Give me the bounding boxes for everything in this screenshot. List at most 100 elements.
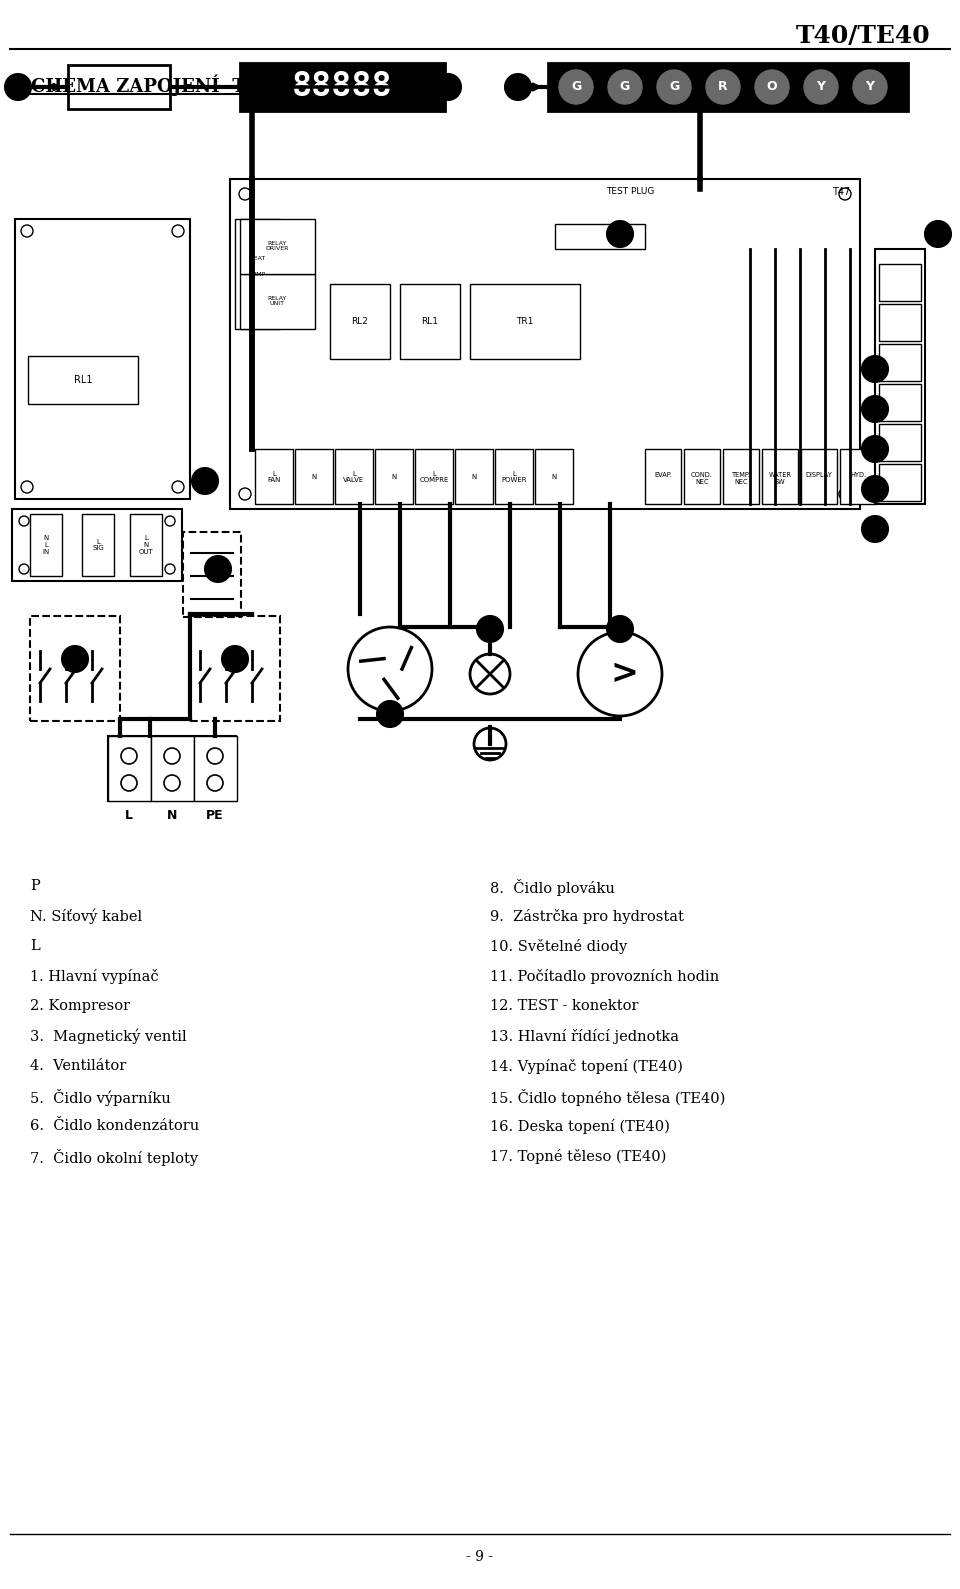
Bar	[555, 224, 645, 249]
Text: N: N	[471, 474, 476, 480]
Bar	[108, 736, 236, 801]
Bar	[723, 450, 759, 504]
Text: L: L	[30, 939, 39, 953]
Circle shape	[5, 75, 31, 100]
Circle shape	[755, 70, 789, 103]
Bar	[130, 513, 162, 575]
Text: PE: PE	[206, 809, 224, 822]
Text: 16: 16	[198, 477, 212, 486]
Bar	[190, 617, 280, 721]
Circle shape	[853, 70, 887, 103]
Text: 4.  Ventilátor: 4. Ventilátor	[30, 1058, 127, 1073]
Text: TEST PLUG: TEST PLUG	[606, 188, 654, 195]
Circle shape	[477, 617, 503, 642]
Text: 10. Světelné diody: 10. Světelné diody	[490, 939, 627, 953]
Text: G: G	[669, 81, 679, 94]
Bar	[82, 513, 114, 575]
Text: 1. Hlavní vypínač: 1. Hlavní vypínač	[30, 969, 158, 984]
Bar	[235, 219, 280, 329]
Text: L
POWER: L POWER	[501, 470, 527, 483]
Circle shape	[505, 75, 531, 100]
Bar	[183, 532, 241, 617]
Bar	[194, 736, 237, 801]
Text: L
SIG: L SIG	[92, 539, 104, 551]
Text: 3: 3	[487, 624, 493, 634]
Text: 10: 10	[511, 83, 525, 92]
Bar	[28, 356, 138, 404]
Circle shape	[862, 477, 888, 502]
Text: RELAY
UNIT: RELAY UNIT	[267, 296, 287, 307]
Text: HEAT: HEAT	[249, 256, 265, 262]
Bar	[535, 450, 573, 504]
Bar	[879, 424, 921, 461]
Text: 15: 15	[11, 83, 25, 92]
Bar	[879, 303, 921, 342]
Circle shape	[608, 70, 642, 103]
Bar	[30, 617, 120, 721]
Text: 11: 11	[441, 83, 455, 92]
Text: N: N	[551, 474, 557, 480]
Text: N: N	[311, 474, 317, 480]
Text: >: >	[610, 658, 638, 691]
Bar	[295, 450, 333, 504]
Bar	[684, 450, 720, 504]
Circle shape	[559, 70, 593, 103]
Text: 6.  Čidlo kondenzátoru: 6. Čidlo kondenzátoru	[30, 1119, 200, 1133]
Bar	[645, 450, 681, 504]
Bar	[68, 65, 170, 110]
Text: 2: 2	[616, 624, 624, 634]
Text: 17. Topné těleso (TE40): 17. Topné těleso (TE40)	[490, 1149, 666, 1165]
Text: L: L	[125, 809, 133, 822]
Text: 12. TEST - konektor: 12. TEST - konektor	[490, 999, 638, 1014]
Text: Y: Y	[817, 81, 826, 94]
Circle shape	[205, 556, 231, 582]
Bar	[548, 64, 908, 111]
Text: G: G	[620, 81, 630, 94]
Circle shape	[607, 221, 633, 246]
Circle shape	[62, 647, 88, 672]
Bar	[801, 450, 837, 504]
Bar	[108, 736, 151, 801]
Text: 14: 14	[68, 655, 83, 664]
Bar	[240, 64, 445, 111]
Text: T40/TE40: T40/TE40	[796, 24, 930, 48]
Circle shape	[435, 75, 461, 100]
Bar	[400, 284, 460, 359]
Circle shape	[607, 617, 633, 642]
Text: G: G	[571, 81, 581, 94]
Bar	[330, 284, 390, 359]
Bar	[15, 219, 190, 499]
Text: 1: 1	[231, 655, 239, 664]
Text: PUMP: PUMP	[249, 272, 266, 276]
Text: N: N	[392, 474, 396, 480]
Text: N: N	[167, 809, 178, 822]
Text: 3.  Magnetický ventil: 3. Magnetický ventil	[30, 1030, 186, 1044]
Text: TR1: TR1	[516, 316, 534, 326]
Bar	[240, 219, 315, 273]
Bar	[762, 450, 798, 504]
Text: N. Síťový kabel: N. Síťový kabel	[30, 909, 142, 925]
Text: HYD.: HYD.	[850, 472, 866, 478]
Circle shape	[862, 356, 888, 381]
Bar	[375, 450, 413, 504]
Text: WATER
SW: WATER SW	[769, 472, 791, 485]
Text: 9: 9	[872, 364, 878, 373]
Circle shape	[862, 435, 888, 462]
Text: L
N
OUT: L N OUT	[138, 535, 154, 555]
Bar	[495, 450, 533, 504]
Bar	[470, 284, 580, 359]
Circle shape	[222, 647, 248, 672]
Text: 12: 12	[612, 229, 627, 238]
Text: 9.  Zástrčka pro hydrostat: 9. Zástrčka pro hydrostat	[490, 909, 684, 923]
Text: T47: T47	[831, 188, 850, 197]
Text: N
L
IN: N L IN	[42, 535, 50, 555]
Text: R: R	[718, 81, 728, 94]
Text: SCHEMA ZAPOJENÍ  T40/TE40: SCHEMA ZAPOJENÍ T40/TE40	[18, 75, 329, 95]
Text: - 9 -: - 9 -	[467, 1549, 493, 1564]
Circle shape	[706, 70, 740, 103]
Text: 7: 7	[872, 443, 878, 454]
Bar	[875, 249, 925, 504]
Bar	[879, 264, 921, 300]
Bar	[12, 508, 182, 582]
Text: DISPLAY: DISPLAY	[805, 472, 832, 478]
